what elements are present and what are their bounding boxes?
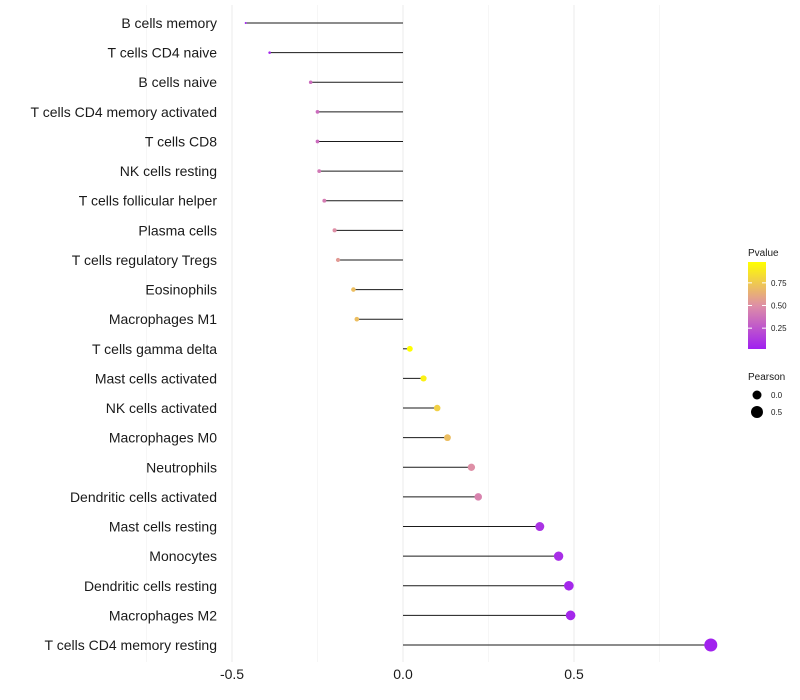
- data-point: [474, 493, 482, 501]
- size-legend-keys: 0.0 0.5: [751, 390, 783, 418]
- category-label: NK cells activated: [106, 400, 217, 416]
- category-label: Eosinophils: [145, 282, 217, 298]
- data-point: [351, 287, 356, 292]
- x-tick-label: -0.5: [220, 666, 244, 682]
- data-point: [467, 463, 476, 471]
- data-point: [268, 51, 271, 54]
- color-tick-label: 0.50: [771, 302, 787, 311]
- legend: Pvalue 0.25 0.50 0.75 Pearson 0.0 0.5: [748, 248, 787, 418]
- category-label: Macrophages M2: [109, 607, 217, 623]
- category-label: Plasma cells: [138, 222, 217, 238]
- category-label: Mast cells resting: [109, 519, 217, 535]
- data-point: [354, 316, 360, 322]
- category-label: T cells CD4 memory activated: [31, 104, 217, 120]
- category-label: B cells naive: [138, 74, 217, 90]
- category-label: Monocytes: [149, 548, 217, 564]
- category-label: Dendritic cells resting: [84, 578, 217, 594]
- category-label: T cells CD8: [145, 133, 217, 149]
- data-point: [535, 522, 545, 532]
- data-point: [406, 345, 413, 352]
- data-point: [322, 198, 327, 203]
- data-point: [317, 169, 322, 173]
- category-label: NK cells resting: [120, 163, 217, 179]
- size-key-label: 0.5: [771, 408, 783, 417]
- data-point: [332, 228, 337, 233]
- lollipop-points: [244, 22, 718, 652]
- category-label: Dendritic cells activated: [70, 489, 217, 505]
- data-point: [420, 375, 427, 382]
- grid-lines: [146, 5, 660, 662]
- data-point: [308, 80, 313, 85]
- x-tick-label: 0.5: [564, 666, 584, 682]
- color-legend-bar: 0.25 0.50 0.75: [748, 262, 787, 349]
- category-label: T cells follicular helper: [79, 193, 218, 209]
- data-point: [565, 610, 576, 621]
- color-legend-title: Pvalue: [748, 248, 779, 259]
- x-axis-ticks: -0.5 0.0 0.5: [220, 666, 584, 682]
- color-tick-label: 0.75: [771, 279, 787, 288]
- category-label: Macrophages M0: [109, 430, 217, 446]
- data-point: [335, 257, 341, 263]
- category-label: T cells CD4 naive: [108, 45, 218, 61]
- category-label: T cells CD4 memory resting: [45, 637, 217, 653]
- data-point: [553, 551, 564, 561]
- data-point: [704, 638, 718, 652]
- data-point: [564, 580, 574, 591]
- size-key-label: 0.0: [771, 391, 783, 400]
- category-label: T cells gamma delta: [92, 341, 217, 357]
- category-label: B cells memory: [121, 15, 217, 31]
- color-tick-label: 0.25: [771, 324, 787, 333]
- data-point: [444, 434, 451, 442]
- category-label: T cells regulatory Tregs: [72, 252, 217, 268]
- data-point: [315, 139, 320, 144]
- size-legend-title: Pearson: [748, 372, 785, 383]
- data-point: [244, 22, 247, 24]
- category-label: Neutrophils: [146, 459, 217, 475]
- size-key-dot: [752, 390, 762, 400]
- color-gradient-bar: [748, 262, 766, 349]
- category-labels: B cells memory T cells CD4 naive B cells n…: [31, 15, 218, 653]
- size-key-dot: [751, 406, 763, 418]
- category-label: Macrophages M1: [109, 311, 217, 327]
- x-tick-label: 0.0: [393, 666, 413, 682]
- data-point: [315, 110, 320, 114]
- category-label: Mast cells activated: [95, 370, 217, 386]
- data-point: [433, 404, 441, 412]
- lollipop-stems: [245, 22, 711, 646]
